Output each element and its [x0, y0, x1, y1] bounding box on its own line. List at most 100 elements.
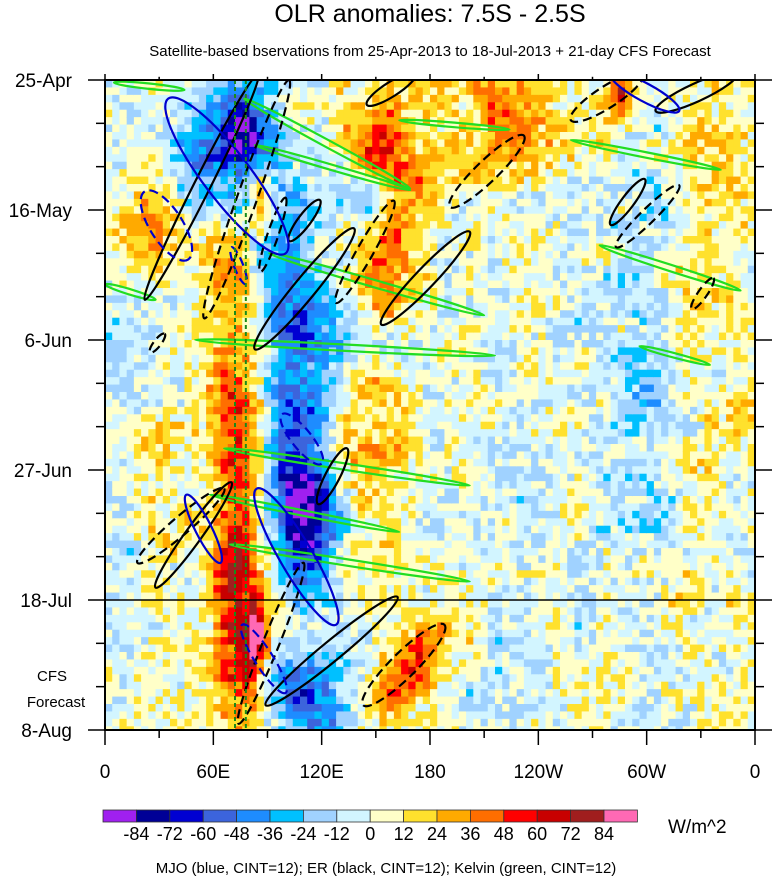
field-cell [422, 87, 431, 96]
field-cell [170, 666, 178, 675]
field-cell [343, 80, 352, 89]
field-cell [177, 369, 186, 378]
field-cell [206, 711, 214, 720]
field-cell [321, 629, 330, 638]
field-cell [372, 666, 381, 675]
field-cell [112, 317, 121, 326]
field-cell [393, 488, 402, 497]
field-cell [466, 377, 474, 386]
field-cell [430, 362, 438, 371]
field-cell [487, 704, 496, 713]
field-cell [271, 117, 279, 126]
field-cell [133, 659, 142, 668]
field-cell [495, 718, 503, 727]
field-cell [502, 488, 511, 497]
field-cell [422, 310, 431, 319]
field-cell [487, 666, 496, 675]
field-cell [336, 176, 344, 185]
field-cell [278, 236, 287, 245]
field-cell [401, 555, 409, 564]
field-cell [271, 436, 279, 445]
field-cell [220, 198, 229, 207]
field-cell [480, 585, 489, 594]
field-cell [480, 340, 489, 349]
field-cell [401, 191, 409, 200]
field-cell [321, 273, 330, 282]
field-cell [170, 332, 178, 341]
field-cell [372, 644, 381, 653]
field-cell [249, 184, 258, 193]
field-cell [415, 436, 424, 445]
field-cell [495, 481, 503, 490]
field-cell [495, 250, 503, 259]
field-cell [271, 726, 279, 730]
field-cell [357, 94, 366, 103]
field-cell [321, 406, 330, 415]
field-cell [365, 250, 373, 259]
field-cell [379, 644, 388, 653]
field-cell [307, 228, 316, 237]
field-cell [365, 473, 373, 482]
field-cell [314, 176, 323, 185]
field-cell [408, 191, 417, 200]
field-cell [401, 548, 409, 557]
field-cell [314, 555, 323, 564]
field-cell [177, 577, 186, 586]
field-cell [126, 689, 135, 698]
field-cell [300, 496, 308, 505]
field-cell [105, 198, 113, 207]
field-cell [292, 325, 301, 334]
field-cell [502, 607, 511, 616]
field-cell [126, 354, 135, 363]
field-cell [141, 332, 149, 341]
field-cell [372, 510, 381, 519]
field-cell [148, 377, 157, 386]
field-cell [314, 377, 323, 386]
field-cell [422, 340, 431, 349]
field-cell [422, 198, 431, 207]
field-cell [292, 273, 301, 282]
field-cell [401, 659, 409, 668]
field-cell [162, 585, 171, 594]
field-cell [458, 132, 467, 141]
field-cell [408, 340, 417, 349]
field-cell [509, 399, 518, 408]
field-cell [379, 503, 388, 512]
field-cell [292, 80, 301, 89]
field-cell [112, 228, 121, 237]
field-cell [198, 236, 207, 245]
field-cell [473, 384, 482, 393]
field-cell [133, 295, 142, 304]
field-cell [415, 607, 424, 616]
field-cell [271, 577, 279, 586]
field-cell [285, 146, 294, 155]
field-cell [430, 377, 438, 386]
field-cell [437, 659, 446, 668]
field-cell [300, 102, 308, 111]
field-cell [502, 354, 511, 363]
field-cell [415, 139, 424, 148]
field-cell [206, 191, 214, 200]
field-cell [365, 666, 373, 675]
field-cell [422, 191, 431, 200]
field-cell [473, 198, 482, 207]
field-cell [473, 644, 482, 653]
field-cell [437, 689, 446, 698]
field-cell [148, 169, 157, 178]
field-cell [451, 488, 460, 497]
field-cell [437, 548, 446, 557]
field-cell [379, 726, 388, 730]
field-cell [220, 191, 229, 200]
field-cell [184, 518, 193, 527]
field-cell [155, 340, 164, 349]
field-cell [141, 369, 149, 378]
field-cell [458, 414, 467, 423]
field-cell [263, 562, 272, 571]
field-cell [170, 236, 178, 245]
field-cell [458, 354, 467, 363]
field-cell [372, 406, 381, 415]
field-cell [249, 689, 258, 698]
field-cell [119, 652, 128, 661]
field-cell [126, 280, 135, 289]
field-cell [487, 139, 496, 148]
